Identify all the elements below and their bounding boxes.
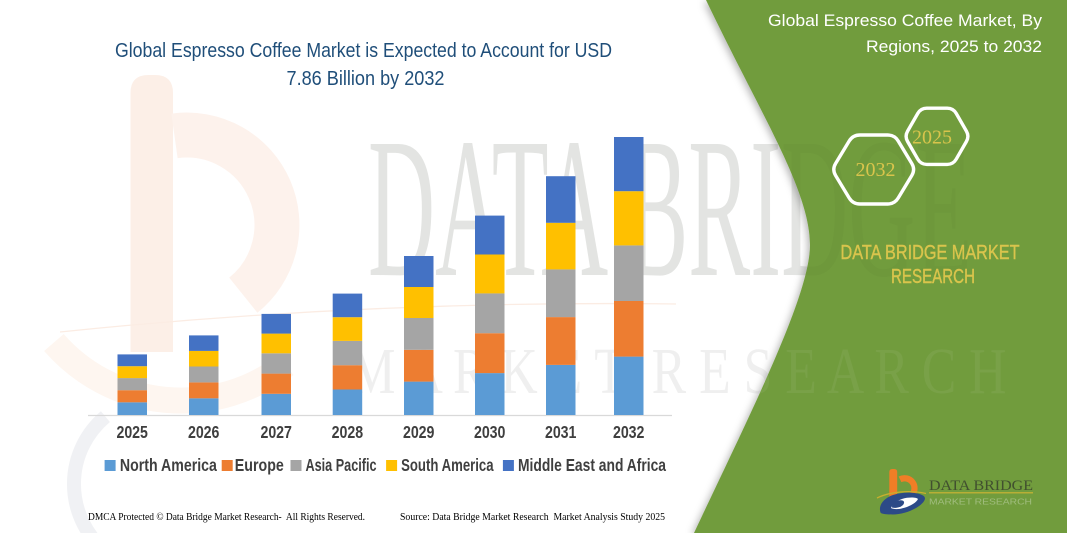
svg-text:Global Espresso Coffee Market: Global Espresso Coffee Market is Expecte… [115,39,612,62]
svg-text:7.86 Billion by 2032: 7.86 Billion by 2032 [287,67,445,90]
svg-text:Asia Pacific: Asia Pacific [306,455,377,475]
svg-text:2032: 2032 [856,159,896,181]
svg-text:DATA BRIDGE MARKET: DATA BRIDGE MARKET [841,241,1020,264]
svg-text:2025: 2025 [912,127,952,149]
svg-text:South America: South America [401,455,494,475]
svg-text:2027: 2027 [260,422,292,442]
svg-text:DMCA Protected © Data Bridge M: DMCA Protected © Data Bridge Market Rese… [88,512,365,523]
svg-text:M A R K E T R E S E A R C H: M A R K E T R E S E A R C H [350,335,1007,408]
svg-text:Europe: Europe [235,455,284,475]
svg-text:2030: 2030 [474,422,506,442]
svg-text:MARKET RESEARCH: MARKET RESEARCH [929,497,1032,507]
svg-text:RESEARCH: RESEARCH [891,265,975,288]
svg-text:2032: 2032 [613,422,645,442]
svg-text:2028: 2028 [332,422,364,442]
svg-text:North America: North America [120,455,217,475]
svg-text:2026: 2026 [188,422,220,442]
svg-text:DATA BRIDGE: DATA BRIDGE [929,478,1033,494]
svg-text:Middle East and Africa: Middle East and Africa [518,455,666,475]
svg-text:DATA BRIDGE: DATA BRIDGE [368,98,972,319]
svg-text:Global Espresso Coffee Market,: Global Espresso Coffee Market, By [768,12,1043,30]
svg-text:2031: 2031 [545,422,577,442]
svg-text:2025: 2025 [116,422,148,442]
svg-text:Source: Data Bridge Market Res: Source: Data Bridge Market Research Mark… [400,512,665,523]
svg-text:2029: 2029 [403,422,435,442]
svg-text:Regions, 2025 to 2032: Regions, 2025 to 2032 [866,38,1042,56]
